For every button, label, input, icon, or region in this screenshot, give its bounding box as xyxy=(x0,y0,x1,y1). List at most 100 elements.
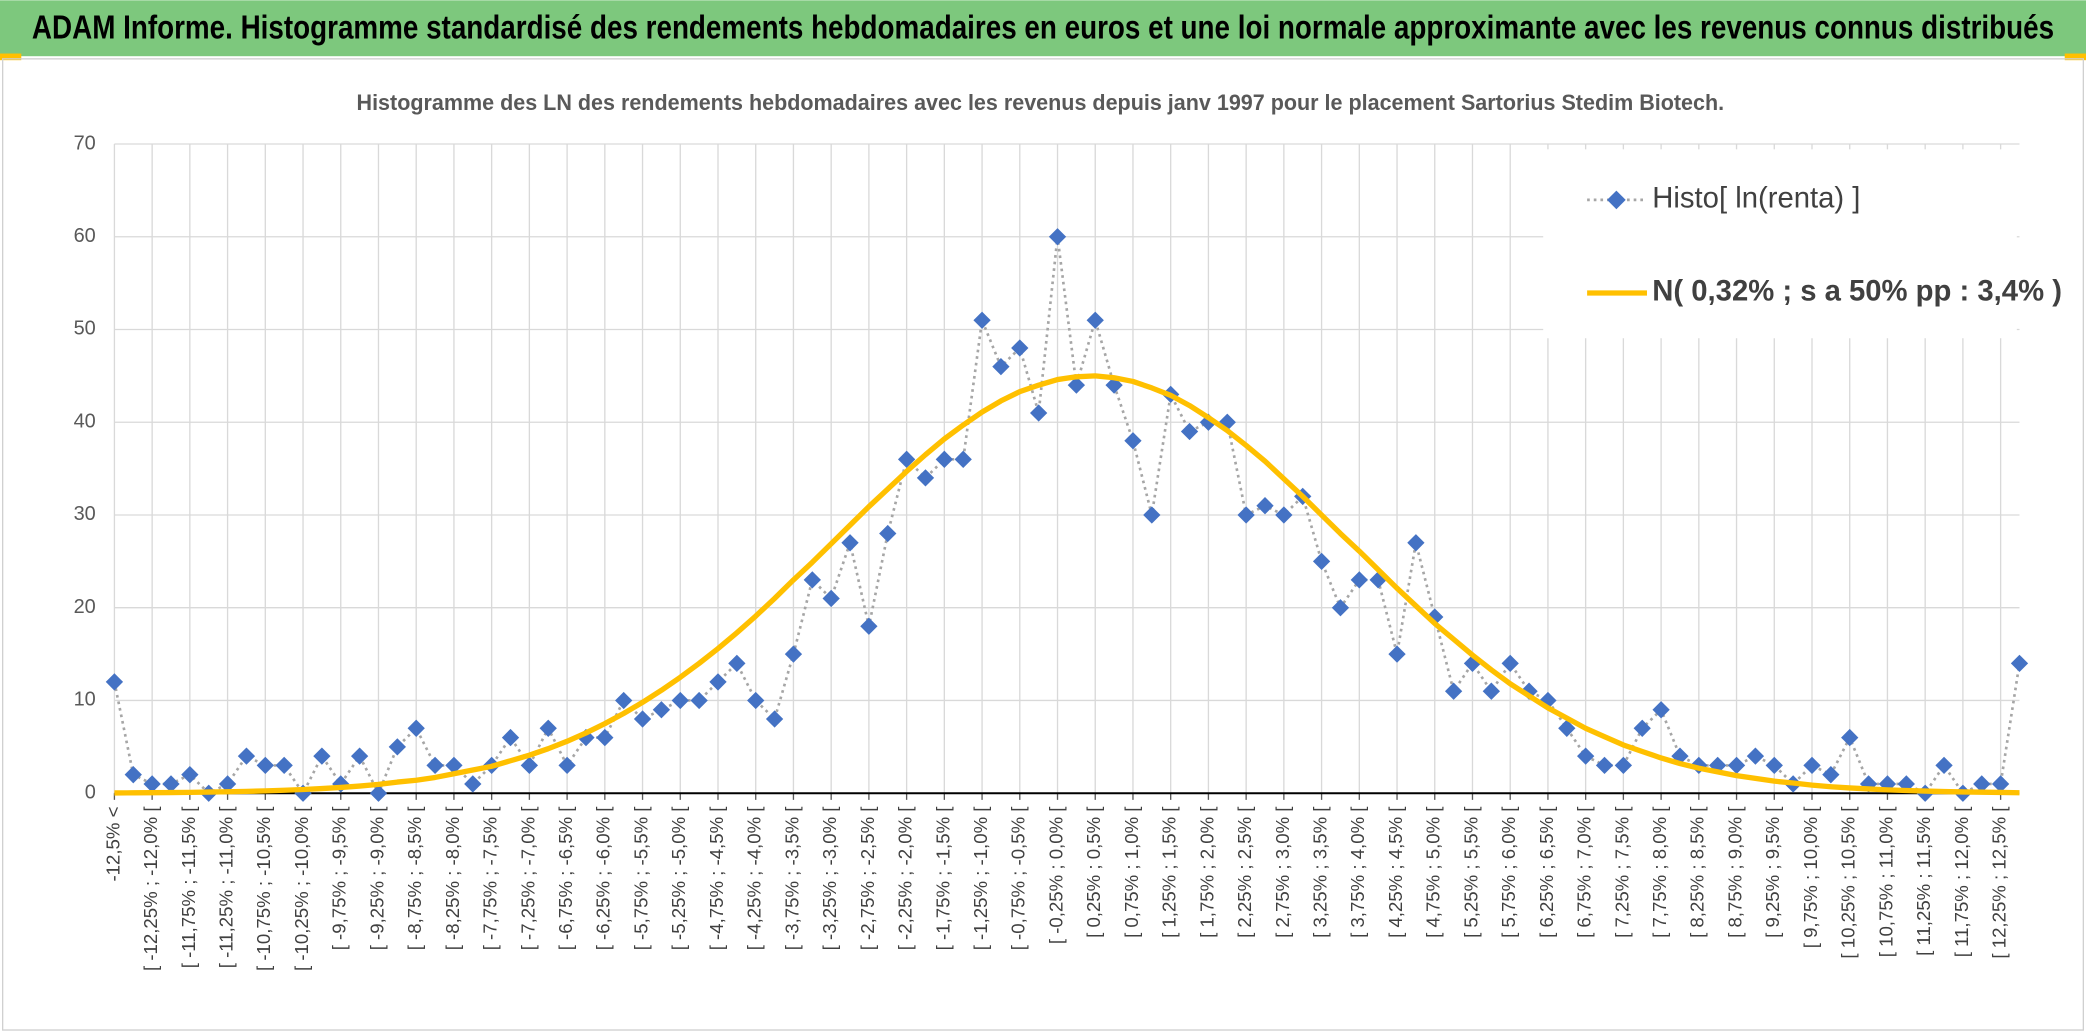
data-point xyxy=(445,756,463,775)
x-tick-label: [ 6,75% ; 7,0% [ xyxy=(1574,806,1595,938)
data-point xyxy=(407,719,425,737)
y-tick-label: 50 xyxy=(74,318,96,340)
data-point xyxy=(1822,766,1840,784)
data-point xyxy=(841,534,859,552)
data-point xyxy=(1633,719,1651,737)
data-point xyxy=(1652,701,1670,719)
data-point xyxy=(1256,497,1274,515)
x-tick-label: [ 11,75% ; 12,0% [ xyxy=(1951,806,1972,958)
x-tick-label: [ -0,25% ; 0,0% [ xyxy=(1045,806,1066,944)
legend: Histo[ ln(renta) ] N( 0,32% ; s a 50% pp … xyxy=(1543,149,2062,339)
data-point xyxy=(1991,775,2010,793)
data-point xyxy=(973,311,991,329)
legend-marker xyxy=(1607,190,1626,210)
data-point xyxy=(1407,534,1425,552)
data-point xyxy=(690,691,708,710)
data-point xyxy=(897,450,916,468)
data-point xyxy=(596,728,614,747)
data-point xyxy=(1275,506,1293,524)
y-tick-label: 70 xyxy=(74,132,96,154)
data-point xyxy=(1841,728,1859,747)
y-tick-label: 30 xyxy=(74,503,96,525)
x-tick-label: [ -5,25% ; -5,0% [ xyxy=(668,806,689,951)
data-point xyxy=(1444,682,1463,700)
x-tick-label: [ 2,25% ; 2,5% [ xyxy=(1234,806,1255,938)
data-point xyxy=(275,756,293,775)
data-point xyxy=(803,571,821,589)
x-tick-label: [ -5,75% ; -5,5% [ xyxy=(630,806,651,951)
legend-label: Histo[ ln(renta) ] xyxy=(1652,183,1860,215)
data-point xyxy=(388,738,406,756)
data-point xyxy=(426,756,444,775)
data-point xyxy=(728,654,746,673)
x-tick-label: [ -9,25% ; -9,0% [ xyxy=(366,806,387,951)
x-tick-label: [ -2,75% ; -2,5% [ xyxy=(857,806,878,951)
x-tick-label: [ -10,25% ; -10,0% [ xyxy=(291,806,312,971)
y-tick-label: 20 xyxy=(74,596,96,618)
data-point xyxy=(1973,775,1991,793)
y-tick-label: 0 xyxy=(85,781,96,803)
x-tick-label: [ 11,25% ; 11,5% [ xyxy=(1913,806,1934,956)
data-point xyxy=(954,450,972,468)
x-tick-label: [ 8,25% ; 8,5% [ xyxy=(1687,806,1708,938)
x-tick-label: [ 4,25% ; 4,5% [ xyxy=(1385,806,1406,938)
x-tick-label: [ 0,75% ; 1,0% [ xyxy=(1121,806,1142,938)
data-point xyxy=(747,691,765,710)
x-tick-label: -12,5% < xyxy=(102,807,123,882)
x-tick-label: [ -3,25% ; -3,0% [ xyxy=(819,806,840,951)
y-tick-label: 40 xyxy=(74,411,96,433)
data-point xyxy=(671,691,689,710)
data-point xyxy=(822,589,840,608)
data-point xyxy=(520,756,539,775)
x-tick-label: [ -11,75% ; -11,5% [ xyxy=(178,806,199,969)
legend-box xyxy=(1543,149,2017,339)
x-tick-label: [ -1,25% ; -1,0% [ xyxy=(970,806,991,951)
data-point xyxy=(313,747,331,765)
x-tick-label: [ 1,75% ; 2,0% [ xyxy=(1196,806,1217,938)
x-tick-label: [ 7,25% ; 7,5% [ xyxy=(1611,806,1632,938)
x-tick-label: [ 3,75% ; 4,0% [ xyxy=(1347,806,1368,938)
data-point xyxy=(1501,654,1519,673)
x-tick-label: [ 5,75% ; 6,0% [ xyxy=(1498,806,1519,938)
series-line xyxy=(114,373,2020,796)
corner-accent xyxy=(0,53,22,61)
data-point xyxy=(218,775,237,793)
x-tick-label: [ -8,75% ; -8,5% [ xyxy=(404,806,425,951)
data-point xyxy=(237,747,256,765)
data-point xyxy=(1124,432,1142,450)
data-point xyxy=(539,719,557,737)
x-tick-label: [ -11,25% ; -11,0% [ xyxy=(216,806,237,969)
data-point xyxy=(1143,506,1161,524)
data-point xyxy=(1388,645,1406,663)
data-point xyxy=(1482,682,1500,700)
data-point xyxy=(1237,506,1255,524)
chart-title: Histogramme des LN des rendements hebdom… xyxy=(357,90,1725,115)
x-tick-label: [ -7,75% ; -7,5% [ xyxy=(480,806,501,951)
data-point xyxy=(105,673,124,691)
x-tick-label: [ -3,75% ; -3,5% [ xyxy=(781,806,802,951)
x-tick-label: [ -0,75% ; -0,5% [ xyxy=(1008,806,1029,951)
x-tick-label: [ -1,75% ; -1,5% [ xyxy=(932,806,953,951)
data-point xyxy=(350,747,369,765)
x-tick-label: [ -4,25% ; -4,0% [ xyxy=(744,806,765,951)
data-point xyxy=(1180,422,1199,441)
legend-label: N( 0,32% ; s a 50% pp : 3,4% ) xyxy=(1652,276,2062,308)
data-point xyxy=(162,775,180,793)
x-tick-label: [ 9,75% ; 10,0% [ xyxy=(1800,806,1821,949)
x-tick-label: [ 7,75% ; 8,0% [ xyxy=(1649,806,1670,938)
x-tick-label: [ 12,25% ; 12,5% [ xyxy=(1989,806,2010,959)
x-tick-label: [ 4,75% ; 5,0% [ xyxy=(1423,806,1444,938)
data-point xyxy=(181,766,199,784)
plot xyxy=(105,228,2029,802)
corner-accent xyxy=(2064,53,2086,61)
page-title: ADAM Informe. Histogramme standardisé de… xyxy=(32,9,2054,46)
grid: -12,5% < [ -12,25% ; -12,0% [[ -11,75% ; … xyxy=(74,132,2020,971)
data-point xyxy=(1067,376,1086,394)
data-point xyxy=(501,728,520,747)
x-tick-label: [ -8,25% ; -8,0% [ xyxy=(442,806,463,951)
data-point xyxy=(1595,756,1614,775)
data-point xyxy=(709,673,727,691)
data-point xyxy=(369,784,388,802)
x-tick-label: [ -6,75% ; -6,5% [ xyxy=(555,806,576,951)
data-point xyxy=(1746,747,1765,765)
